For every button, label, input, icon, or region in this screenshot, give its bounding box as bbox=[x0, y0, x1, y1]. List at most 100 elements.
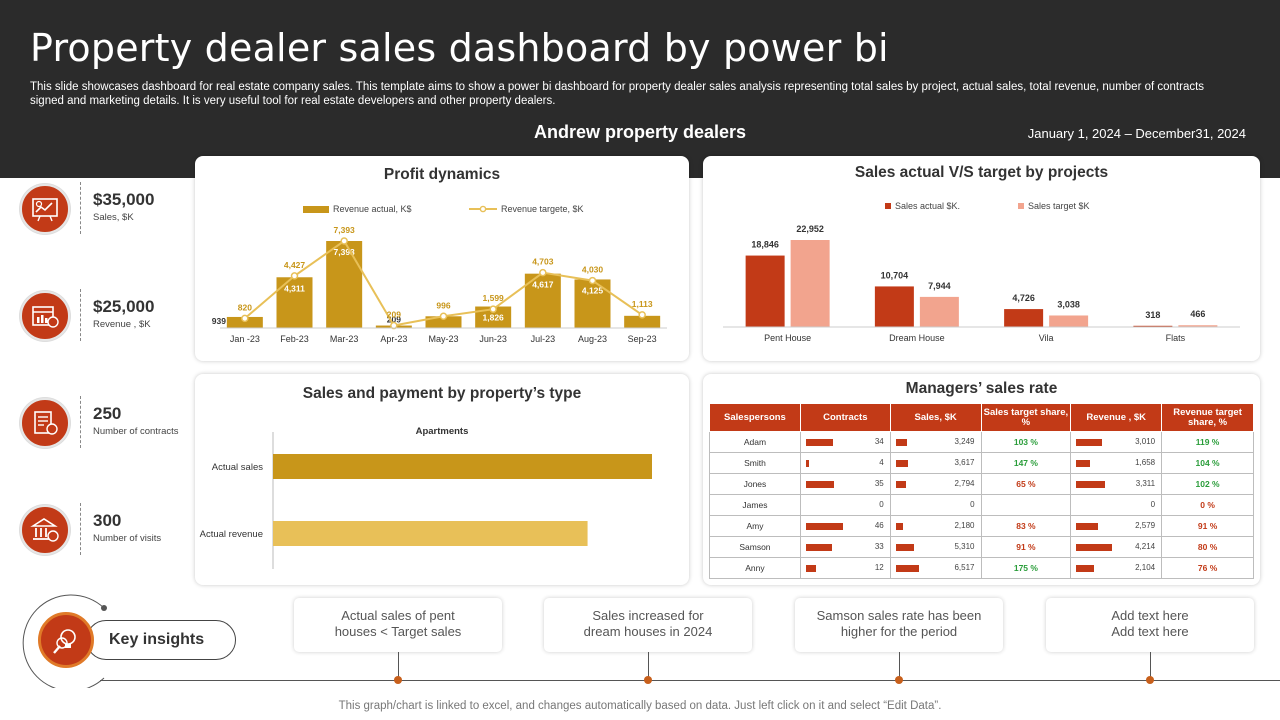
insight-text: higher for the period bbox=[840, 624, 958, 639]
sales-payment-title: Sales and payment by property’s type bbox=[302, 385, 582, 402]
legend-swatch bbox=[1018, 203, 1024, 209]
table-row[interactable]: James 0 0 0 0 % bbox=[709, 494, 1254, 516]
legend-line-swatch bbox=[469, 205, 497, 213]
legend-revenue-target: Revenue targete, $K bbox=[469, 204, 584, 214]
table-row[interactable]: Samson 33 5,310 91 % 4,214 80 % bbox=[709, 536, 1254, 558]
target-data-label: 22,952 bbox=[796, 224, 824, 234]
column-header[interactable]: Salespersons bbox=[709, 403, 801, 432]
bar-cell: 46 bbox=[799, 515, 891, 537]
target-data-label: 1,113 bbox=[632, 299, 653, 309]
insight-card: Add text here Add text here bbox=[1046, 598, 1254, 652]
actual-data-label: 18,846 bbox=[751, 240, 779, 250]
sales-target-bar bbox=[790, 240, 830, 327]
revenue-actual-bar bbox=[326, 241, 363, 328]
revenue-target-point bbox=[340, 237, 348, 245]
column-header[interactable]: Revenue target share, % bbox=[1161, 403, 1254, 432]
cell-bar-wrap: 5,310 bbox=[891, 537, 981, 557]
legend-swatch bbox=[885, 203, 891, 209]
x-tick-label: Jan -23 bbox=[230, 334, 260, 344]
cell-value: 4,214 bbox=[1135, 542, 1156, 551]
kpi-revenue: $25,000 Revenue , $K bbox=[20, 287, 195, 347]
insight-text: Add text here bbox=[1111, 624, 1189, 639]
insight-text: Sales increased for bbox=[592, 608, 704, 623]
salesperson-name: Smith bbox=[709, 452, 801, 474]
bar-cell: 0 bbox=[799, 494, 891, 516]
sales-vs-target-title: Sales actual V/S target by projects bbox=[854, 164, 1109, 181]
insight-text: Add text here bbox=[1111, 608, 1189, 623]
target-data-label: 996 bbox=[436, 300, 450, 310]
bar-cell: 33 bbox=[799, 536, 891, 558]
sales-target-bar bbox=[1178, 325, 1218, 327]
share-cell: 119 % bbox=[1161, 431, 1254, 453]
managers-table: Salespersons Contracts Sales, $K Sales t… bbox=[709, 403, 1254, 579]
cell-bar bbox=[895, 439, 908, 446]
cell-bar-wrap: 0 bbox=[891, 495, 981, 515]
horizontal-bar bbox=[273, 521, 588, 546]
cell-bar bbox=[895, 565, 919, 572]
insight-connector bbox=[398, 652, 399, 680]
revenue-actual-bar bbox=[574, 279, 611, 328]
cell-bar-wrap: 34 bbox=[801, 432, 890, 452]
timeline-dot bbox=[895, 676, 903, 684]
cell-value: 46 bbox=[874, 521, 884, 530]
kpi-visits: 300 Number of visits bbox=[20, 501, 195, 561]
kpi-contracts: 250 Number of contracts bbox=[20, 394, 195, 454]
kpi-value: 250 bbox=[93, 404, 122, 423]
insight-card: Sales increased for dream houses in 2024 bbox=[544, 598, 752, 652]
cell-bar-wrap: 2,794 bbox=[891, 474, 981, 494]
cell-bar-wrap: 0 bbox=[1071, 495, 1161, 515]
insights-arc bbox=[22, 594, 107, 688]
target-data-label: 7,944 bbox=[928, 281, 951, 291]
bar-cell: 3,311 bbox=[1070, 473, 1163, 495]
salesperson-name: Samson bbox=[709, 536, 801, 558]
actual-data-label: 10,704 bbox=[881, 270, 909, 280]
legend-sales-target: Sales target $K bbox=[1018, 201, 1090, 211]
kpi-label: Revenue , $K bbox=[93, 319, 151, 330]
table-row[interactable]: Adam 34 3,249 103 % 3,010 119 % bbox=[709, 431, 1254, 453]
sales-actual-bar bbox=[1133, 325, 1173, 327]
timeline-dot bbox=[394, 676, 402, 684]
cell-bar bbox=[805, 544, 833, 551]
salesperson-name: Adam bbox=[709, 431, 801, 453]
table-row[interactable]: Jones 35 2,794 65 % 3,311 102 % bbox=[709, 473, 1254, 495]
bar-cell: 3,617 bbox=[889, 452, 982, 474]
table-row[interactable]: Anny 12 6,517 175 % 2,104 76 % bbox=[709, 557, 1254, 579]
share-cell bbox=[980, 494, 1072, 516]
insight-connector bbox=[899, 652, 900, 680]
timeline-dot bbox=[1146, 676, 1154, 684]
table-row[interactable]: Amy 46 2,180 83 % 2,579 91 % bbox=[709, 515, 1254, 537]
kpi-value: $25,000 bbox=[93, 297, 155, 316]
target-data-label: 466 bbox=[1190, 309, 1205, 319]
x-tick-label: Flats bbox=[1166, 333, 1186, 343]
cell-bar bbox=[1076, 481, 1105, 488]
share-cell: 103 % bbox=[980, 431, 1072, 453]
x-tick-label: Feb-23 bbox=[280, 334, 309, 344]
cell-bar bbox=[805, 439, 834, 446]
table-row[interactable]: Smith 4 3,617 147 % 1,658 104 % bbox=[709, 452, 1254, 474]
share-cell: 83 % bbox=[980, 515, 1072, 537]
cell-bar bbox=[895, 523, 904, 530]
salesperson-name: Amy bbox=[709, 515, 801, 537]
column-header[interactable]: Sales target share, % bbox=[980, 403, 1072, 432]
share-cell: 80 % bbox=[1161, 536, 1254, 558]
share-cell: 147 % bbox=[980, 452, 1072, 474]
target-data-label: 820 bbox=[238, 302, 252, 312]
column-header[interactable]: Revenue , $K bbox=[1070, 403, 1163, 432]
cell-bar bbox=[895, 481, 906, 488]
share-cell: 91 % bbox=[980, 536, 1072, 558]
actual-data-label: 318 bbox=[1145, 310, 1160, 320]
column-header[interactable]: Sales, $K bbox=[889, 403, 982, 432]
kpi-value: 300 bbox=[93, 511, 122, 530]
cell-value: 3,010 bbox=[1135, 437, 1156, 446]
legend-label: Revenue actual, K$ bbox=[333, 204, 412, 214]
insight-text: Actual sales of pent bbox=[341, 608, 455, 623]
cell-value: 1,658 bbox=[1135, 458, 1156, 467]
cell-bar bbox=[1076, 523, 1099, 530]
y-tick-label: Actual sales bbox=[212, 462, 263, 473]
legend-label: Revenue targete, $K bbox=[501, 204, 584, 214]
sales-chart-icon bbox=[20, 184, 70, 234]
column-header[interactable]: Contracts bbox=[799, 403, 891, 432]
salesperson-name: Anny bbox=[709, 557, 801, 579]
revenue-target-point bbox=[539, 268, 547, 277]
kpi-divider bbox=[80, 396, 81, 448]
